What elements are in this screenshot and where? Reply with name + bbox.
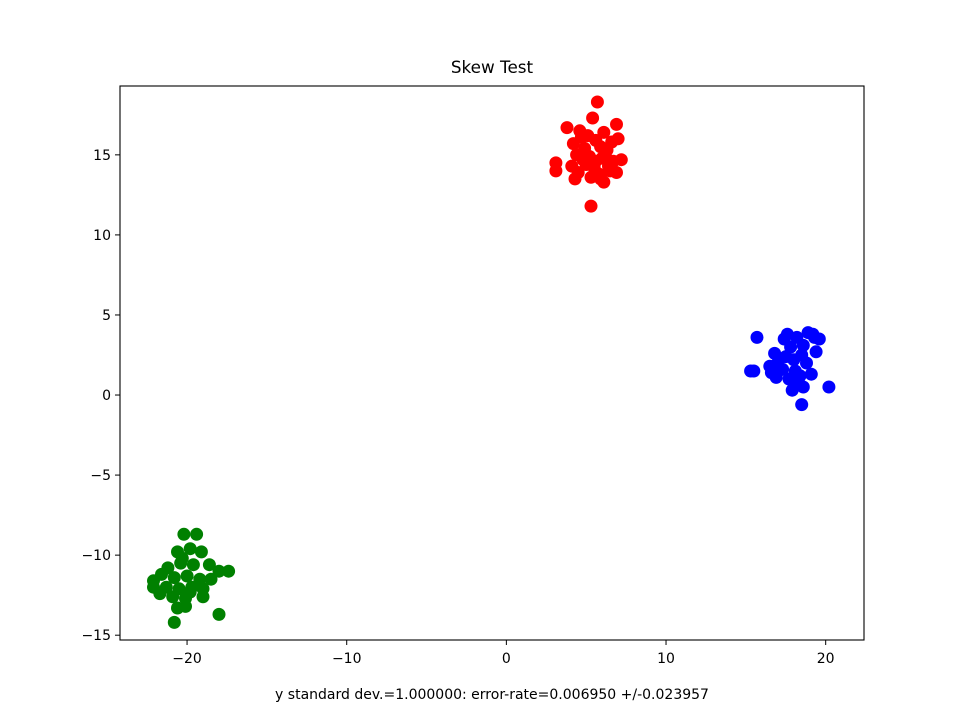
data-point-s2-29 <box>167 615 181 629</box>
data-point-s2-1 <box>190 527 204 541</box>
data-point-s0-29 <box>584 170 598 184</box>
plot-frame <box>119 85 865 641</box>
x-tick-label: 20 <box>817 651 835 667</box>
data-point-s2-27 <box>179 599 192 613</box>
data-point-s0-31 <box>584 199 598 213</box>
data-point-s2-25 <box>196 590 210 604</box>
data-point-s1-29 <box>808 330 821 344</box>
data-point-s2-13 <box>180 569 194 583</box>
data-point-s1-31 <box>793 369 807 383</box>
data-point-s1-24 <box>822 380 836 394</box>
y-tick-label: 0 <box>102 388 111 404</box>
data-point-s1-25 <box>795 398 809 412</box>
data-point-s0-6 <box>597 125 611 139</box>
y-tick-label: −5 <box>90 468 111 484</box>
data-point-s0-33 <box>589 154 603 168</box>
y-tick-label: −10 <box>81 548 111 564</box>
data-point-s1-9 <box>809 345 823 359</box>
data-point-s1-8 <box>796 338 810 352</box>
x-tick-label: −10 <box>332 651 362 667</box>
data-point-s2-30 <box>175 551 189 565</box>
data-point-s0-10 <box>611 132 625 146</box>
data-point-s2-9 <box>212 564 226 578</box>
data-point-s2-10 <box>222 564 236 578</box>
data-point-s2-15 <box>204 572 218 586</box>
data-point-s0-36 <box>594 172 608 186</box>
x-tick-label: 0 <box>502 651 511 667</box>
data-point-s0-35 <box>574 130 588 144</box>
data-point-s0-4 <box>610 117 623 131</box>
data-point-s2-23 <box>166 590 180 604</box>
x-axis-label: y standard dev.=1.000000: error-rate=0.0… <box>275 687 709 703</box>
data-point-s1-3 <box>750 330 764 344</box>
data-point-s0-34 <box>598 146 612 160</box>
y-tick-label: 5 <box>102 308 111 324</box>
data-point-s2-12 <box>167 571 181 585</box>
data-point-s0-0 <box>590 95 604 109</box>
data-point-s2-22 <box>153 587 167 601</box>
data-point-s1-7 <box>784 340 798 354</box>
data-point-s1-18 <box>804 367 818 381</box>
chart-title: Skew Test <box>451 57 534 77</box>
x-tick-label: 10 <box>657 651 675 667</box>
data-point-s2-8 <box>202 558 216 572</box>
data-point-s1-30 <box>780 327 794 341</box>
data-point-s0-1 <box>586 111 600 125</box>
data-point-s0-24 <box>549 164 563 178</box>
data-point-s0-37 <box>603 164 617 178</box>
data-point-s2-31 <box>183 585 197 599</box>
data-point-s2-7 <box>186 558 200 572</box>
ticks-layer: −20 −10 0 10 20 −15 −10 −5 0 5 10 15 <box>81 148 834 667</box>
data-point-s1-28 <box>764 366 778 380</box>
data-point-s2-28 <box>212 607 226 621</box>
data-point-s2-0 <box>177 527 191 541</box>
data-point-s1-26 <box>779 350 793 364</box>
data-point-s2-3 <box>183 542 197 556</box>
data-point-s1-14 <box>747 364 761 378</box>
data-point-s1-23 <box>796 380 810 394</box>
y-tick-label: 15 <box>93 148 111 164</box>
y-tick-label: 10 <box>93 228 111 244</box>
data-point-s0-32 <box>576 153 590 167</box>
points-layer <box>147 95 836 629</box>
data-point-s2-4 <box>194 545 208 559</box>
data-point-s1-27 <box>795 348 809 362</box>
y-tick-label: −15 <box>81 628 111 644</box>
data-point-s1-22 <box>785 383 799 397</box>
data-point-s0-2 <box>560 121 574 135</box>
data-point-s0-28 <box>568 172 582 186</box>
x-tick-label: −20 <box>172 651 202 667</box>
